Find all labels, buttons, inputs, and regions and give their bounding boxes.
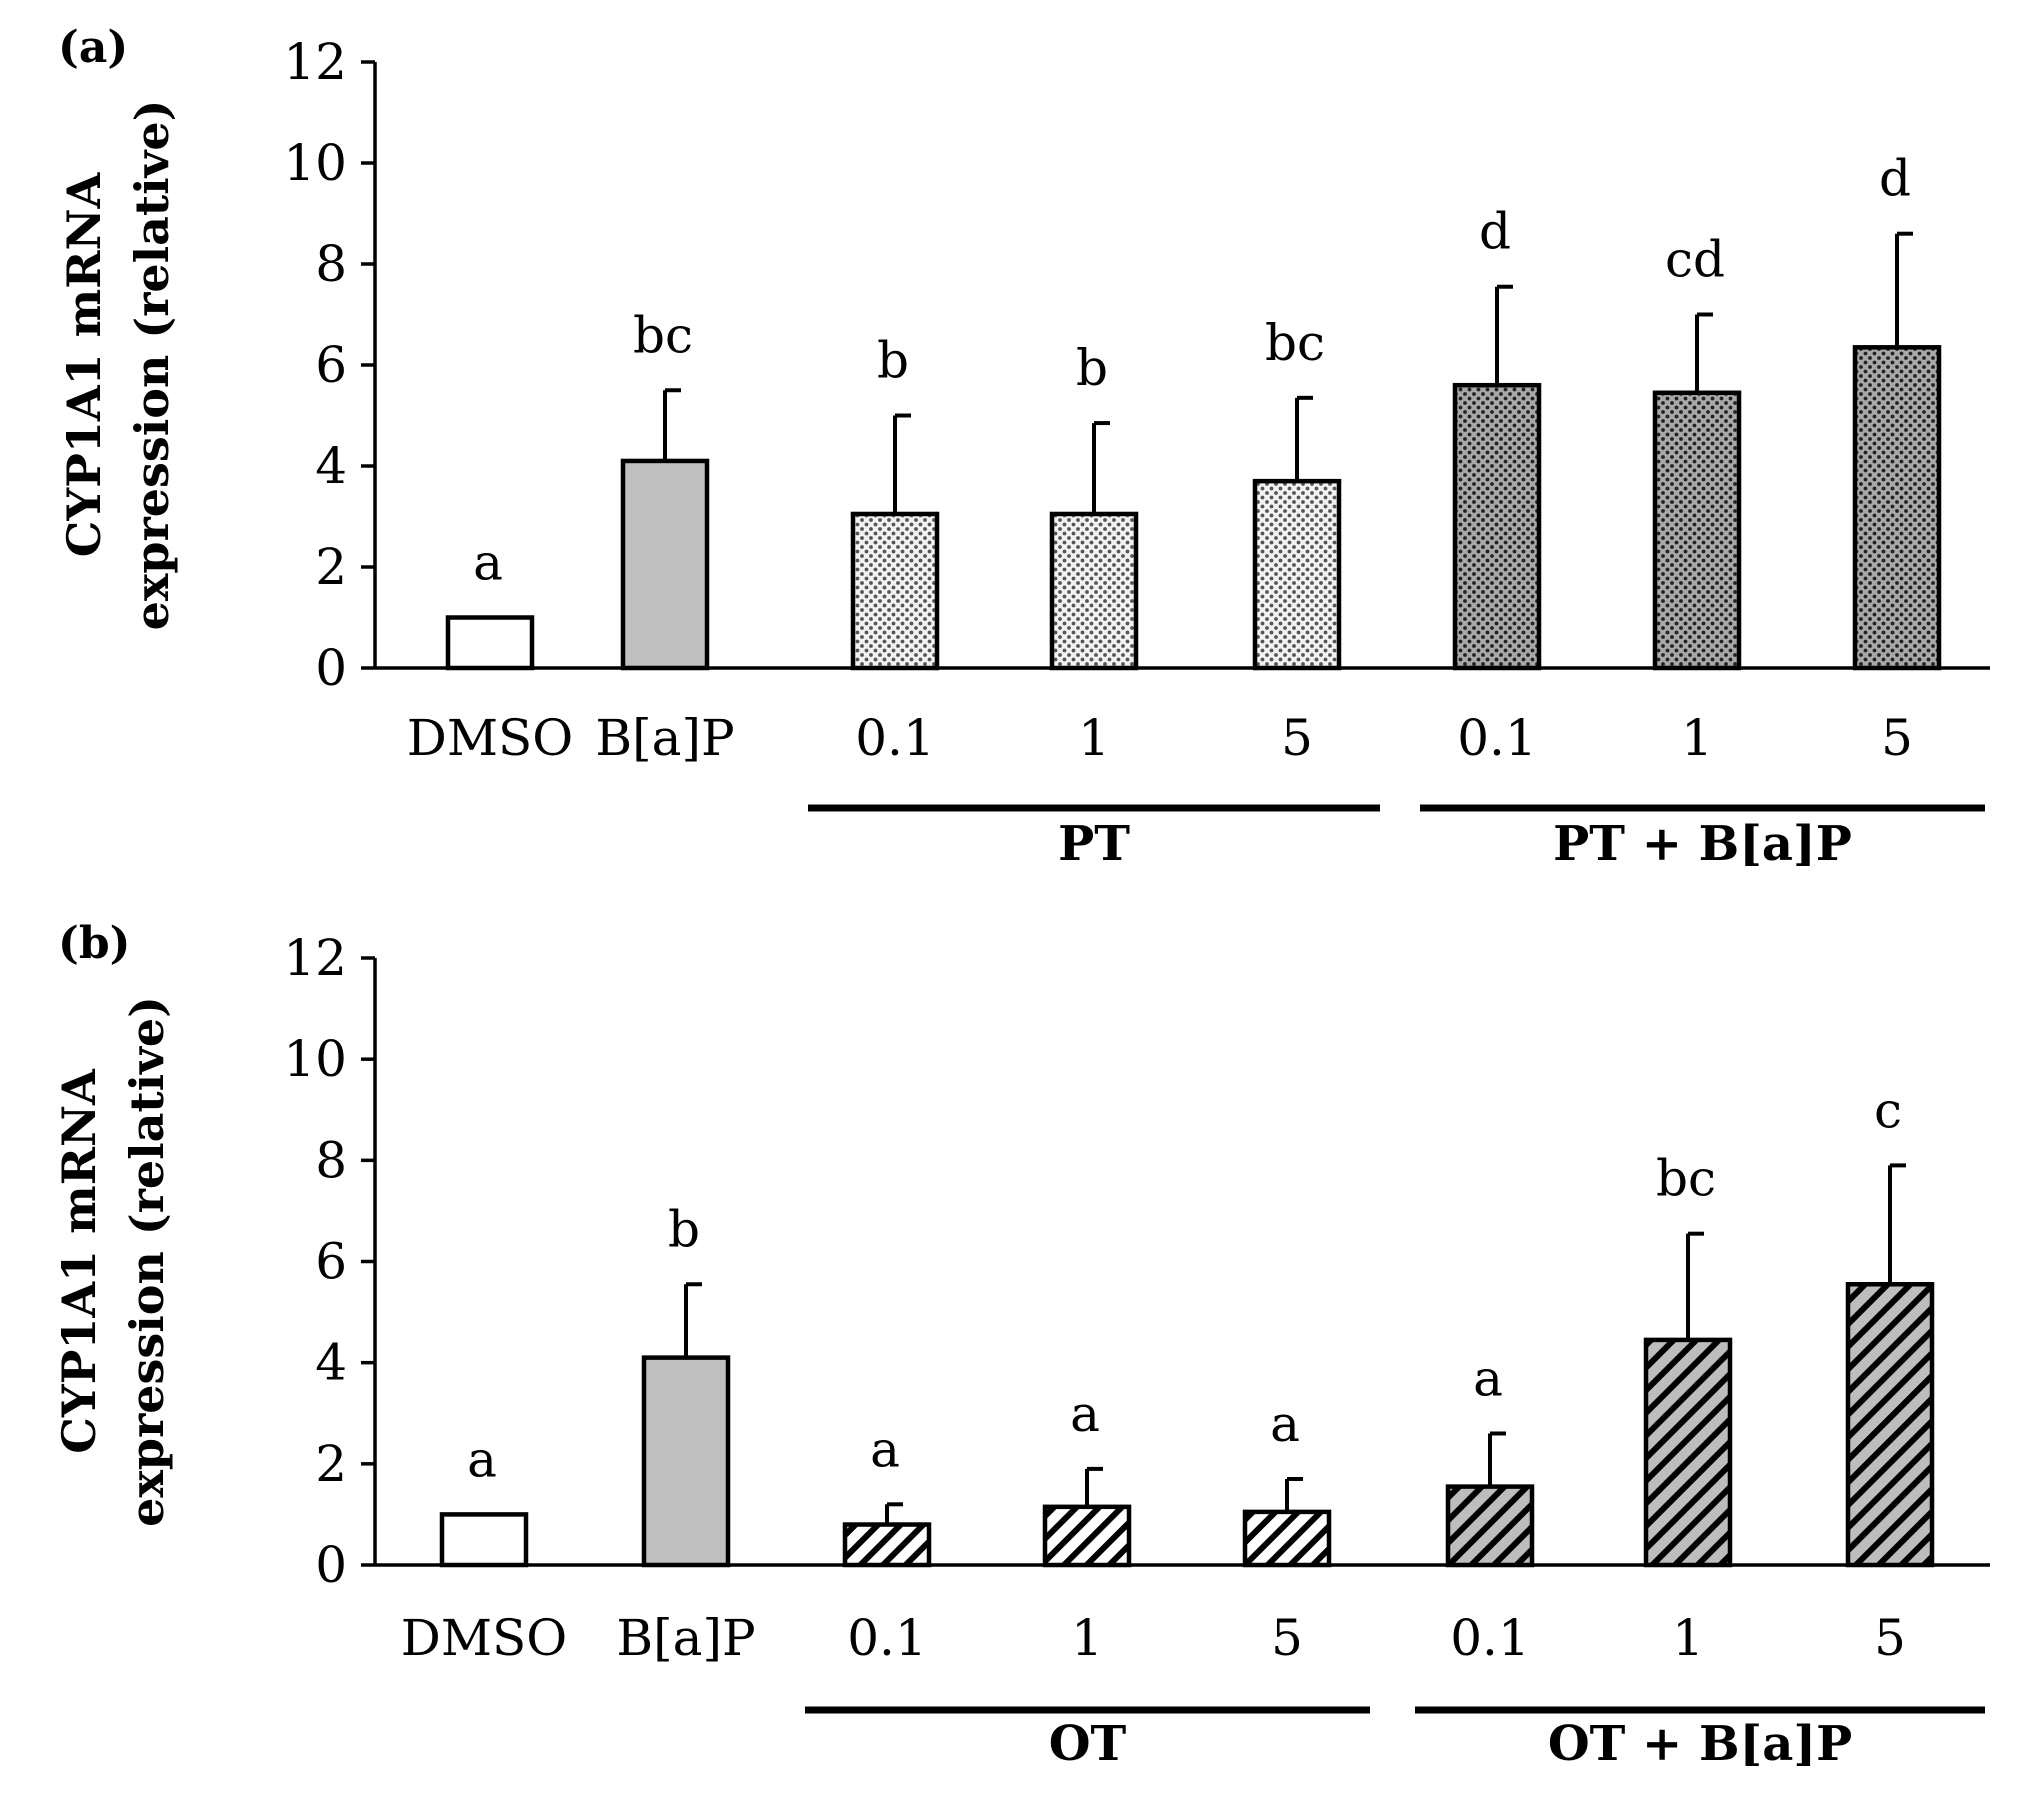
x-category-label: DMSO [401, 1609, 568, 1667]
significance-letter: d [1879, 150, 1911, 208]
y-axis-title: CYP1A1 mRNA [52, 1068, 106, 1454]
y-tick-label: 0 [315, 1536, 347, 1594]
panel-label: (b) [58, 918, 130, 969]
x-category-label: 1 [1078, 709, 1110, 767]
bar [641, 1355, 731, 1568]
bar [620, 458, 710, 671]
x-category-label: 0.1 [1457, 709, 1537, 767]
bar [1852, 345, 1942, 671]
bar [850, 511, 940, 671]
bar [1049, 511, 1139, 671]
significance-letter: a [1473, 1349, 1503, 1407]
y-tick-label: 12 [283, 929, 347, 987]
bar [1652, 390, 1742, 671]
y-axis-title: expression (relative) [120, 996, 174, 1527]
x-category-label: 0.1 [847, 1609, 927, 1667]
bar [1042, 1504, 1132, 1568]
significance-letter: b [1076, 339, 1108, 397]
y-axis-title: expression (relative) [125, 100, 179, 631]
bar [439, 1512, 529, 1568]
y-tick-label: 0 [315, 639, 347, 697]
bar [1445, 1484, 1535, 1568]
y-tick-label: 10 [283, 134, 347, 192]
y-tick-label: 2 [315, 538, 347, 596]
x-category-label: 5 [1281, 709, 1313, 767]
x-category-label: 5 [1874, 1609, 1906, 1667]
y-tick-label: 4 [315, 437, 347, 495]
x-category-label: 5 [1271, 1609, 1303, 1667]
significance-letter: bc [1656, 1150, 1716, 1208]
group-label: PT + B[a]P [1553, 816, 1852, 872]
x-category-label: 0.1 [855, 709, 935, 767]
group-label: OT + B[a]P [1548, 1716, 1852, 1772]
significance-letter: a [1070, 1385, 1100, 1443]
bar [1845, 1282, 1935, 1568]
chart-panel: (a) 0 2 4 6 8 10 12 CYP1A1 mRNA expression (relat… [57, 22, 1990, 872]
significance-letter: b [668, 1200, 700, 1258]
x-category-label: 0.1 [1450, 1609, 1530, 1667]
significance-letter: a [473, 534, 503, 592]
bar [1252, 478, 1342, 671]
x-category-label: DMSO [407, 709, 574, 767]
x-category-label: 1 [1672, 1609, 1704, 1667]
y-tick-label: 8 [315, 1131, 347, 1189]
significance-letter: a [870, 1420, 900, 1478]
x-category-label: B[a]P [616, 1609, 755, 1667]
bar [1452, 382, 1542, 671]
x-category-label: 5 [1881, 709, 1913, 767]
bar [1242, 1509, 1332, 1568]
y-tick-label: 10 [283, 1030, 347, 1088]
y-tick-label: 8 [315, 235, 347, 293]
significance-letter: cd [1665, 231, 1725, 289]
y-axis-title: CYP1A1 mRNA [57, 171, 111, 557]
y-tick-label: 12 [283, 33, 347, 91]
chart-panel: (b) 0 2 4 6 8 10 12 CYP1A1 mRNA expression (relat… [52, 918, 1990, 1772]
bar [842, 1522, 932, 1568]
x-category-label: B[a]P [595, 709, 734, 767]
y-tick-label: 6 [315, 1233, 347, 1291]
significance-letter: bc [633, 306, 693, 364]
group-label: PT [1058, 816, 1130, 872]
significance-letter: d [1479, 203, 1511, 261]
significance-letter: a [467, 1430, 497, 1488]
bar [1643, 1337, 1733, 1568]
x-category-label: 1 [1681, 709, 1713, 767]
significance-letter: b [877, 332, 909, 390]
y-tick-label: 2 [315, 1435, 347, 1493]
y-tick-label: 6 [315, 336, 347, 394]
y-tick-label: 4 [315, 1334, 347, 1392]
x-category-label: 1 [1071, 1609, 1103, 1667]
group-label: OT [1049, 1716, 1127, 1772]
significance-letter: c [1874, 1081, 1902, 1139]
bar [445, 615, 535, 671]
significance-letter: a [1270, 1395, 1300, 1453]
significance-letter: bc [1265, 314, 1325, 372]
panel-label: (a) [58, 22, 128, 73]
